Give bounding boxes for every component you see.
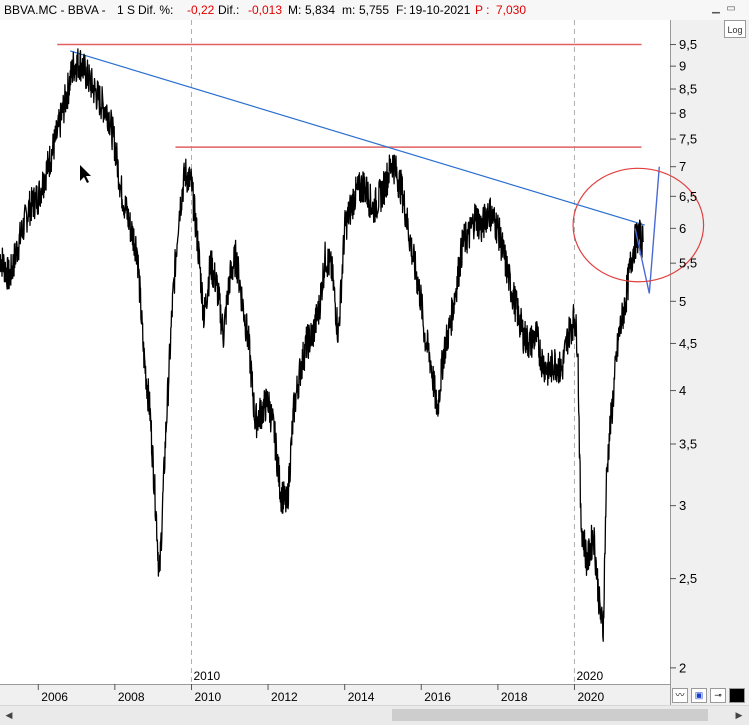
y-tick-label-6,5: 6,5 <box>679 189 697 204</box>
plot-area <box>0 20 670 684</box>
horizontal-scrollbar[interactable]: ◀ ▶ <box>0 705 749 725</box>
x-tick-label-2016: 2016 <box>424 690 451 704</box>
mouse-cursor-icon <box>80 165 91 183</box>
price-value: 7,030 <box>496 3 527 17</box>
maximize-icon[interactable]: ▭ <box>726 3 736 14</box>
x-tick-label-2012: 2012 <box>271 690 298 704</box>
max-value: 5,834 <box>305 3 336 17</box>
x-tick-label-2014: 2014 <box>348 690 375 704</box>
scroll-left-icon[interactable]: ◀ <box>5 710 13 720</box>
x-tick-label-2010: 2010 <box>194 690 221 704</box>
symbol-label: BBVA.MC - BBVA - <box>4 3 106 17</box>
y-tick-label-7: 7 <box>679 159 686 174</box>
y-tick-label-7,5: 7,5 <box>679 132 697 147</box>
log-scale-button[interactable]: Log <box>724 20 746 38</box>
max-label: M: <box>288 3 302 17</box>
x-tick-label-2020: 2020 <box>577 690 604 704</box>
save-icon[interactable]: ▣ <box>691 688 707 703</box>
x-tick-label-2008: 2008 <box>118 690 145 704</box>
y-tick-label-2,5: 2,5 <box>679 571 697 586</box>
y-tick-label-5: 5 <box>679 294 686 309</box>
decade-label-2020: 2020 <box>576 669 603 683</box>
y-tick-label-4,5: 4,5 <box>679 336 697 351</box>
period-label: 1 S <box>117 3 136 17</box>
dif-value: -0,013 <box>248 3 283 17</box>
projection-path <box>634 166 660 294</box>
x-tick-label-2018: 2018 <box>501 690 528 704</box>
scrollbar-thumb[interactable] <box>392 709 708 721</box>
y-tick-label-6: 6 <box>679 221 686 236</box>
price-label: P : <box>475 3 490 17</box>
min-label: m: <box>342 3 356 17</box>
scroll-right-icon[interactable]: ▶ <box>735 710 743 720</box>
y-tick-label-5,5: 5,5 <box>679 256 697 271</box>
y-tick-label-9,5: 9,5 <box>679 37 697 52</box>
y-tick-label-3: 3 <box>679 498 686 513</box>
wave-tool-icon[interactable]: 〰 <box>672 688 688 703</box>
descending-trendline <box>69 50 645 226</box>
y-tick-label-3,5: 3,5 <box>679 436 697 451</box>
dif-label: Dif.: <box>218 3 240 17</box>
min-value: 5,755 <box>359 3 390 17</box>
price-chart[interactable]: 2010 2020 9,5 9 8,5 8 7,5 7 6,5 6 5,5 5 4,5 4 3,5 3 2,5… <box>0 20 749 705</box>
x-tick-label-2006: 2006 <box>41 690 68 704</box>
price-series-line <box>0 48 645 642</box>
y-tick-label-8: 8 <box>679 106 686 121</box>
y-tick-label-4: 4 <box>679 383 686 398</box>
y-tick-label-2: 2 <box>679 660 686 675</box>
y-tick-label-8,5: 8,5 <box>679 82 697 97</box>
y-tick-label-9: 9 <box>679 59 686 74</box>
decade-label-2010: 2010 <box>193 669 220 683</box>
dif-pct-value: -0,22 <box>187 3 215 17</box>
date-label: F: <box>396 3 407 17</box>
dif-pct-label: Dif. %: <box>138 3 174 17</box>
date-value: 19-10-2021 <box>409 3 471 17</box>
chart-header: BBVA.MC - BBVA - 1 S Dif. %: -0,22 Dif.:… <box>0 0 749 20</box>
highlight-circle <box>572 167 705 283</box>
minimize-icon[interactable]: ▁ <box>712 3 720 14</box>
pin-icon[interactable]: ⊸ <box>710 688 726 703</box>
color-swatch-icon[interactable] <box>729 688 745 703</box>
